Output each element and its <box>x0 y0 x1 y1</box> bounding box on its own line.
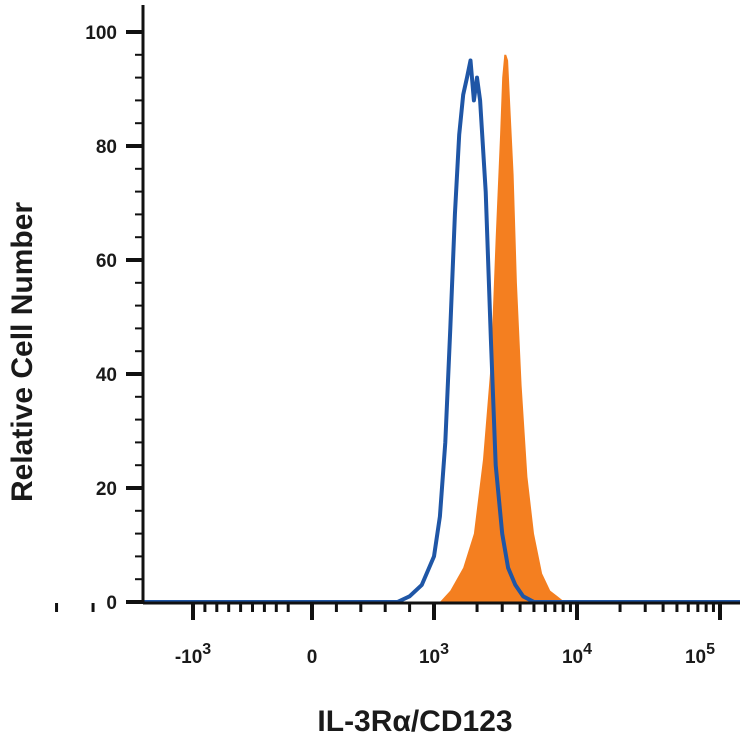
x-axis-title: IL-3Rα/CD123 <box>317 705 512 738</box>
y-tick-label: 0 <box>106 593 117 614</box>
x-tick-label: 105 <box>685 641 715 668</box>
series-1-line <box>143 58 740 604</box>
y-axis: 0 20 40 60 80 100 <box>85 23 143 614</box>
x-tick-label: 104 <box>562 641 592 668</box>
y-axis-title: Relative Cell Number <box>6 202 39 502</box>
x-axis: -103 0 103 104 105 <box>55 603 722 668</box>
y-tick-label: 40 <box>96 365 117 386</box>
plot-frame <box>141 5 740 605</box>
y-tick-label: 60 <box>96 251 117 272</box>
y-tick-label: 100 <box>85 23 117 44</box>
x-tick-label: 0 <box>307 647 318 668</box>
series-layer <box>143 54 740 604</box>
series-0-area <box>439 54 565 603</box>
y-tick-label: 80 <box>96 137 117 158</box>
x-tick-label: -103 <box>175 641 211 668</box>
y-tick-label: 20 <box>96 479 117 500</box>
x-tick-label: 103 <box>419 641 449 668</box>
